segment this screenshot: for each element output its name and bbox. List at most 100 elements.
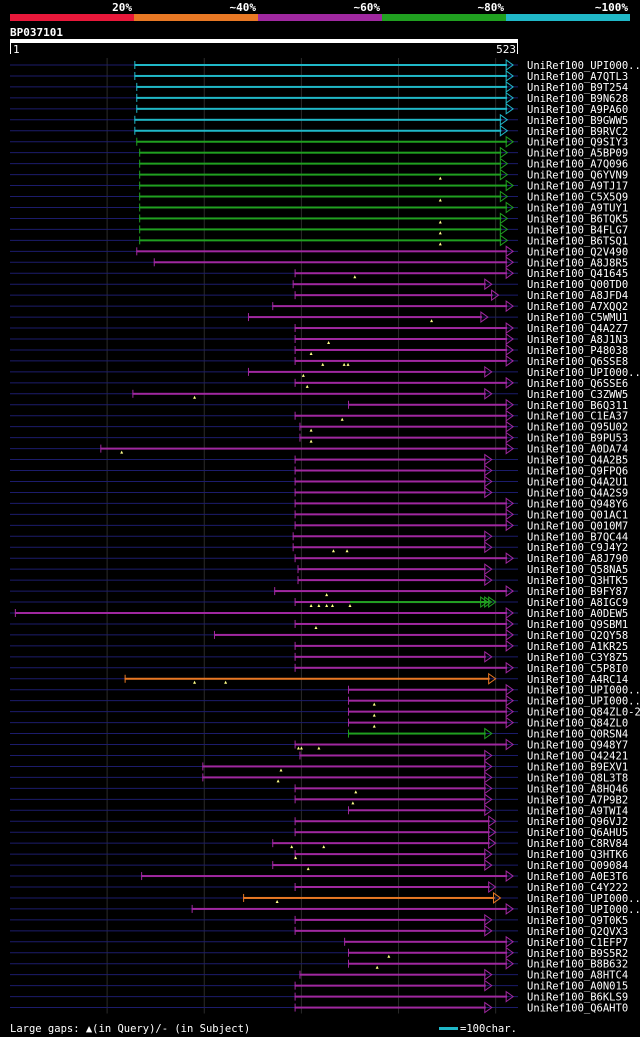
hit-label[interactable]: UniRef100_Q6AHU5: [527, 827, 628, 839]
hit-row[interactable]: UniRef100_Q3HTK6: [10, 848, 628, 861]
hit-row[interactable]: UniRef100_Q4A2S9: [10, 486, 628, 499]
hit-label[interactable]: UniRef100_Q4A2B5: [527, 455, 628, 467]
hit-label[interactable]: UniRef100_A8J790: [527, 553, 628, 565]
hit-label[interactable]: UniRef100_B9FY87: [527, 586, 628, 598]
hit-row[interactable]: UniRef100_Q9T0K5: [10, 913, 628, 927]
hit-row[interactable]: UniRef100_UPI000..: [10, 694, 640, 708]
hit-row[interactable]: UniRef100_Q2V490: [10, 245, 628, 258]
hit-label[interactable]: UniRef100_A4RC14: [527, 674, 628, 686]
hit-label[interactable]: UniRef100_Q01AC1: [527, 509, 628, 521]
hit-row[interactable]: UniRef100_Q6YVN9: [10, 168, 628, 182]
hit-row[interactable]: UniRef100_Q010M7: [10, 519, 628, 532]
hit-row[interactable]: UniRef100_Q2QY58: [10, 628, 628, 642]
hit-row[interactable]: UniRef100_Q41645: [10, 267, 628, 280]
hit-row[interactable]: UniRef100_Q00TD0: [10, 278, 628, 291]
hit-row[interactable]: UniRef100_C3Y8Z5: [10, 650, 628, 664]
hit-label[interactable]: UniRef100_A9TJ17: [527, 181, 628, 193]
hit-label[interactable]: UniRef100_UPI000..: [527, 904, 640, 916]
hit-row[interactable]: UniRef100_A9TWI4: [10, 804, 628, 817]
hit-row[interactable]: UniRef100_A4RC14: [10, 672, 628, 686]
hit-label[interactable]: UniRef100_Q3HTK6: [527, 849, 628, 861]
hit-row[interactable]: UniRef100_Q8L3T8: [10, 771, 628, 784]
hit-row[interactable]: UniRef100_B6TQK5: [10, 212, 628, 225]
hit-label[interactable]: UniRef100_A9PA60: [527, 104, 628, 116]
hit-row[interactable]: UniRef100_B4FLG7: [10, 223, 628, 236]
hit-row[interactable]: UniRef100_Q84ZL0-2: [10, 705, 640, 719]
hit-label[interactable]: UniRef100_Q96VJ2: [527, 816, 628, 828]
hit-row[interactable]: UniRef100_Q9FPQ6: [10, 464, 628, 478]
hit-label[interactable]: UniRef100_C1EFP7: [527, 937, 628, 949]
hit-row[interactable]: UniRef100_Q96VJ2: [10, 815, 628, 828]
hit-label[interactable]: UniRef100_Q8L3T8: [527, 772, 628, 784]
hit-label[interactable]: UniRef100_Q2QVX3: [527, 926, 628, 938]
hit-label[interactable]: UniRef100_B9PU53: [527, 433, 628, 445]
hit-label[interactable]: UniRef100_C5WMU1: [527, 312, 628, 324]
hit-label[interactable]: UniRef100_A5BP09: [527, 148, 628, 160]
hit-row[interactable]: UniRef100_A7Q096: [10, 157, 628, 171]
hit-row[interactable]: UniRef100_B8B632: [10, 957, 628, 971]
hit-label[interactable]: UniRef100_Q9SBM1: [527, 619, 628, 631]
hit-row[interactable]: UniRef100_A8J790: [10, 552, 628, 565]
hit-label[interactable]: UniRef100_A8HTC4: [527, 970, 628, 982]
hit-label[interactable]: UniRef100_B7QC44: [527, 531, 628, 543]
hit-label[interactable]: UniRef100_Q84ZL0: [527, 718, 628, 730]
hit-label[interactable]: UniRef100_C1EA37: [527, 411, 628, 423]
hit-row[interactable]: UniRef100_A8J8R5: [10, 256, 628, 269]
hit-row[interactable]: UniRef100_A1KR25: [10, 639, 628, 653]
hit-row[interactable]: UniRef100_Q6AHU5: [10, 826, 628, 839]
hit-label[interactable]: UniRef100_UPI000..: [527, 685, 640, 697]
hit-row[interactable]: UniRef100_C8RV84: [10, 837, 628, 850]
hit-row[interactable]: UniRef100_B9RVC2: [10, 124, 628, 138]
hit-label[interactable]: UniRef100_Q6SSE6: [527, 378, 628, 390]
hit-label[interactable]: UniRef100_C8RV84: [527, 838, 628, 850]
hit-row[interactable]: UniRef100_B9GWW5: [10, 113, 628, 127]
hit-row[interactable]: UniRef100_A8JFD4: [10, 289, 628, 302]
hit-row[interactable]: UniRef100_A5BP09: [10, 146, 628, 160]
hit-label[interactable]: UniRef100_A8J8R5: [527, 257, 628, 269]
hit-label[interactable]: UniRef100_Q2QY58: [527, 630, 628, 642]
hit-row[interactable]: UniRef100_C3ZWW5: [10, 387, 628, 401]
hit-row[interactable]: UniRef100_UPI000..: [10, 365, 640, 379]
hit-label[interactable]: UniRef100_Q948Y7: [527, 740, 628, 752]
hit-label[interactable]: UniRef100_C5X5Q9: [527, 192, 628, 204]
hit-row[interactable]: UniRef100_C9J4Y2: [10, 541, 628, 554]
hit-label[interactable]: UniRef100_B4FLG7: [527, 224, 628, 236]
hit-label[interactable]: UniRef100_A7Q096: [527, 159, 628, 171]
hit-label[interactable]: UniRef100_A0E3T6: [527, 871, 628, 883]
hit-label[interactable]: UniRef100_Q4A2Z7: [527, 323, 628, 335]
hit-row[interactable]: UniRef100_A0DA74: [10, 442, 628, 456]
hit-row[interactable]: UniRef100_A9TJ17: [10, 179, 628, 193]
hit-label[interactable]: UniRef100_Q9FPQ6: [527, 466, 628, 478]
hit-label[interactable]: UniRef100_Q9T0K5: [527, 915, 628, 927]
hit-label[interactable]: UniRef100_P48038: [527, 345, 628, 357]
hit-label[interactable]: UniRef100_B6TQK5: [527, 213, 628, 225]
hit-row[interactable]: UniRef100_Q42421: [10, 749, 628, 762]
hit-row[interactable]: UniRef100_Q01AC1: [10, 508, 628, 521]
hit-row[interactable]: UniRef100_Q95U02: [10, 420, 628, 434]
hit-label[interactable]: UniRef100_A7XQQ2: [527, 301, 628, 313]
hit-label[interactable]: UniRef100_Q9SIY3: [527, 137, 628, 149]
hit-label[interactable]: UniRef100_Q4A2U1: [527, 476, 628, 488]
hit-label[interactable]: UniRef100_UPI000..: [527, 696, 640, 708]
hit-row[interactable]: UniRef100_C5P8I0: [10, 661, 628, 675]
hit-row[interactable]: UniRef100_A9TUY1: [10, 201, 628, 214]
hit-label[interactable]: UniRef100_B6KLS9: [527, 992, 628, 1004]
hit-label[interactable]: UniRef100_B9GWW5: [527, 115, 628, 127]
hit-label[interactable]: UniRef100_Q00TD0: [527, 279, 628, 291]
hit-row[interactable]: UniRef100_Q948Y6: [10, 497, 628, 510]
hit-row[interactable]: UniRef100_UPI000..: [10, 59, 640, 72]
hit-label[interactable]: UniRef100_A8IGC9: [527, 597, 628, 609]
hit-row[interactable]: UniRef100_Q09084: [10, 859, 628, 872]
hit-row[interactable]: UniRef100_B9PU53: [10, 431, 628, 445]
hit-row[interactable]: UniRef100_B9T254: [10, 80, 628, 94]
hit-label[interactable]: UniRef100_Q4A2S9: [527, 487, 628, 499]
hit-label[interactable]: UniRef100_B9RVC2: [527, 126, 628, 138]
hit-row[interactable]: UniRef100_B6Q311: [10, 398, 628, 412]
hit-label[interactable]: UniRef100_Q09084: [527, 860, 628, 872]
hit-row[interactable]: UniRef100_Q84ZL0: [10, 716, 628, 730]
hit-row[interactable]: UniRef100_A7QTL3: [10, 69, 628, 83]
hit-label[interactable]: UniRef100_A8HQ46: [527, 783, 628, 795]
hit-row[interactable]: UniRef100_A9PA60: [10, 102, 628, 116]
hit-label[interactable]: UniRef100_Q2V490: [527, 246, 628, 258]
hit-label[interactable]: UniRef100_C4Y222: [527, 882, 628, 894]
